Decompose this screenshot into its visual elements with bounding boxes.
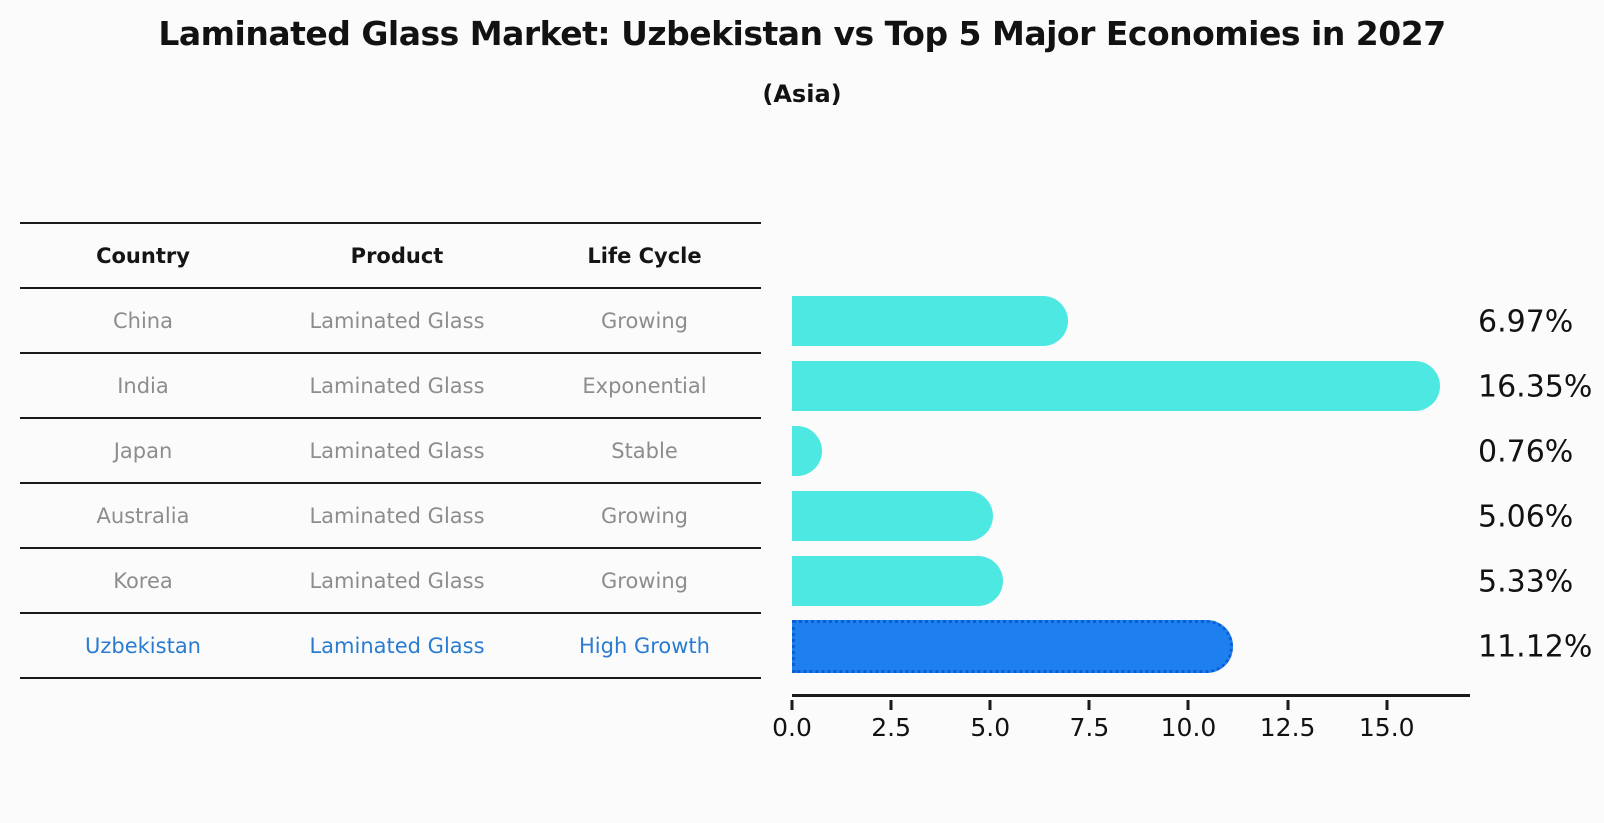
chart-subtitle: (Asia): [762, 80, 842, 108]
table-cell-country: Japan: [113, 438, 173, 463]
bar-value-label: 6.97%: [1478, 304, 1574, 339]
bar: [792, 361, 1441, 411]
table-cell-life-cycle: Growing: [601, 568, 688, 593]
x-axis: 0.0 2.5 5.0 7.5 10.0 12.5 15.0: [772, 694, 1470, 742]
x-axis-tick: [1186, 700, 1190, 710]
x-axis-tick: [988, 700, 992, 710]
table-cell-product: Laminated Glass: [309, 568, 485, 593]
table-cell-product: Laminated Glass: [309, 633, 485, 658]
table-cell-life-cycle: High Growth: [579, 633, 710, 658]
bar-row: [792, 289, 1470, 354]
x-axis-tick-label: 0.0: [772, 713, 812, 742]
table-row: China Laminated Glass Growing: [20, 289, 761, 354]
bar-row: [792, 614, 1470, 679]
table-row: India Laminated Glass Exponential: [20, 354, 761, 419]
bar-value-label: 5.06%: [1478, 499, 1574, 534]
x-axis-tick-label: 12.5: [1259, 713, 1316, 742]
table-body: China Laminated Glass Growing India Lami…: [20, 289, 761, 679]
table-cell-life-cycle: Growing: [601, 503, 688, 528]
table-cell-life-cycle: Growing: [601, 308, 688, 333]
table-cell-product: Laminated Glass: [309, 503, 485, 528]
table-header-row: Country Product Life Cycle: [20, 222, 761, 289]
table-cell-product: Laminated Glass: [309, 308, 485, 333]
chart-title: Laminated Glass Market: Uzbekistan vs To…: [158, 14, 1446, 53]
table-cell-country: Australia: [96, 503, 190, 528]
bar-row: [792, 354, 1470, 419]
table-row: Uzbekistan Laminated Glass High Growth: [20, 614, 761, 679]
table-cell-country: China: [113, 308, 173, 333]
table-cell-product: Laminated Glass: [309, 438, 485, 463]
bar-plot-area: [792, 289, 1470, 679]
bar: [792, 556, 1004, 606]
x-axis-tick: [1087, 700, 1091, 710]
table-cell-life-cycle: Stable: [611, 438, 678, 463]
x-axis-tick-label: 15.0: [1358, 713, 1415, 742]
table-row: Japan Laminated Glass Stable: [20, 419, 761, 484]
bar-row: [792, 484, 1470, 549]
bar-row: [792, 419, 1470, 484]
x-axis-tick-label: 7.5: [1069, 713, 1110, 742]
table-row: Australia Laminated Glass Growing: [20, 484, 761, 549]
bar-value-label: 5.33%: [1478, 564, 1574, 599]
bar-value-labels: 6.97% 16.35% 0.76% 5.06% 5.33% 11.12%: [1478, 289, 1604, 679]
x-axis-tick: [1385, 700, 1389, 710]
x-axis-tick: [889, 700, 893, 710]
bar: [792, 620, 1233, 673]
table-header-country: Country: [96, 243, 190, 268]
x-axis-tick-label: 2.5: [871, 713, 911, 742]
table-header-product: Product: [350, 243, 444, 268]
x-axis-tick-label: 5.0: [970, 713, 1011, 742]
x-axis-tick-label: 10.0: [1160, 713, 1217, 742]
bar-value-label: 11.12%: [1478, 629, 1593, 664]
table-header-life-cycle: Life Cycle: [587, 243, 702, 268]
table-row: Korea Laminated Glass Growing: [20, 549, 761, 614]
table-cell-product: Laminated Glass: [309, 373, 485, 398]
bar-value-label: 16.35%: [1478, 369, 1593, 404]
bar: [792, 296, 1069, 346]
bar-row: [792, 549, 1470, 614]
x-axis-tick: [1286, 700, 1290, 710]
table-cell-country: Uzbekistan: [85, 633, 201, 658]
x-axis-tick: [790, 700, 794, 710]
table-cell-country: Korea: [113, 568, 173, 593]
bar-value-label: 0.76%: [1478, 434, 1574, 469]
table-cell-life-cycle: Exponential: [582, 373, 707, 398]
bar: [792, 426, 823, 476]
bar: [792, 491, 993, 541]
table-cell-country: India: [117, 373, 169, 398]
country-table: Country Product Life Cycle China Laminat…: [20, 222, 761, 679]
